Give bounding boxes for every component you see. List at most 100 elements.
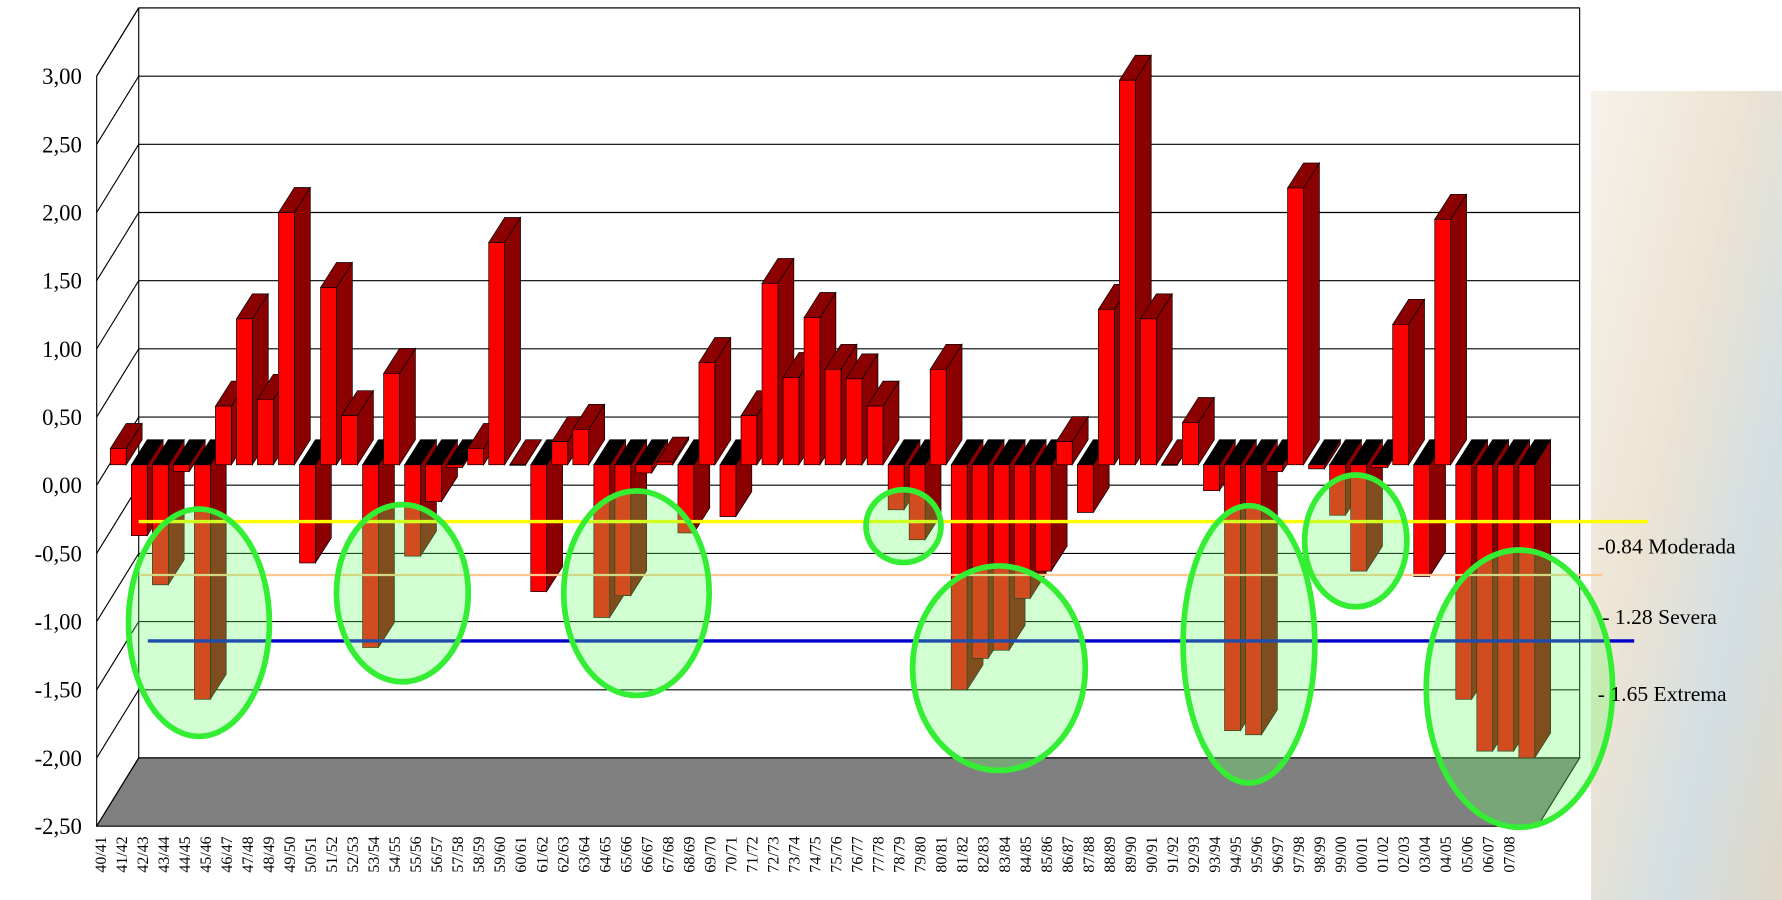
bar-front	[1161, 464, 1178, 466]
bar-side	[504, 216, 521, 466]
annotation: -0.84 Moderada	[1598, 534, 1736, 558]
bar	[1055, 415, 1089, 466]
grid-line-wall	[96, 212, 140, 281]
x-tick-label: 45/46	[198, 836, 215, 872]
bar-front	[320, 287, 337, 466]
bar	[1434, 193, 1468, 466]
x-tick-label: 49/50	[282, 836, 299, 872]
y-tick-label: 1,00	[42, 337, 82, 362]
bar-front	[131, 464, 148, 537]
bar	[1307, 438, 1342, 471]
bar-front	[803, 317, 821, 466]
x-tick-label: 50/51	[303, 836, 320, 872]
bar-front	[1308, 464, 1325, 470]
bar-front	[1182, 422, 1199, 466]
grid-line-wall	[96, 144, 140, 213]
bar-front	[1119, 79, 1136, 466]
x-tick-label: 71/72	[744, 836, 761, 872]
y-tick-label: 0,00	[42, 473, 82, 498]
x-tick-label: 87/88	[1081, 836, 1098, 872]
x-tick-label: 61/62	[534, 836, 551, 872]
bar	[635, 438, 669, 475]
bar-front	[257, 398, 274, 466]
y-tick-label: 0,50	[42, 405, 82, 430]
bar-front	[215, 405, 232, 466]
x-tick-label: 78/79	[892, 836, 909, 872]
x-tick-label: 64/65	[597, 836, 614, 872]
grid-line-wall	[96, 553, 140, 622]
bar	[1244, 438, 1278, 736]
x-tick-label: 57/58	[450, 836, 467, 872]
x-tick-label: 48/49	[261, 836, 278, 872]
y-tick-label: -2,50	[35, 814, 82, 839]
circle	[1423, 547, 1616, 831]
bar-front	[1034, 464, 1052, 572]
bar-front	[446, 464, 463, 468]
bar-side	[1450, 193, 1467, 466]
x-tick-label: 56/57	[429, 836, 446, 872]
bar-front	[1203, 464, 1220, 492]
bar-front	[1518, 464, 1536, 759]
x-tick-label: 89/90	[1123, 836, 1140, 872]
bar	[488, 216, 522, 466]
x-tick-label: 44/45	[177, 836, 194, 872]
x-tick-label: 62/63	[555, 836, 572, 872]
bar-front	[635, 464, 653, 474]
x-tick-label: 69/70	[702, 836, 719, 872]
x-tick-label: 72/73	[766, 836, 783, 872]
bar-front	[173, 464, 190, 472]
y-tick-label: 2,00	[42, 200, 82, 225]
x-tick-label: 59/60	[492, 836, 509, 872]
bar-front	[866, 405, 884, 466]
x-tick-label: 41/42	[114, 836, 131, 872]
bar-front	[1476, 464, 1494, 752]
bar	[866, 379, 900, 466]
x-tick-label: 84/85	[1018, 836, 1035, 872]
x-tick-label: 46/47	[219, 836, 236, 872]
y-tick-label: -1,00	[35, 610, 82, 635]
y-tick-label: 2,50	[42, 132, 82, 157]
bar-front	[740, 415, 758, 466]
bar-side	[1303, 161, 1320, 466]
y-tick-label: 3,00	[42, 64, 82, 89]
x-tick-label: 96/97	[1270, 836, 1287, 872]
bar	[1518, 438, 1552, 760]
threshold-lines	[138, 519, 1648, 643]
circle	[125, 506, 273, 740]
bar	[614, 438, 648, 597]
y-tick-label: 1,50	[42, 269, 82, 294]
x-tick-label: 60/61	[513, 836, 530, 872]
x-tick-label: 52/53	[345, 836, 362, 872]
bar-front	[971, 464, 989, 659]
bar-front	[1266, 464, 1283, 472]
bar-front	[1287, 187, 1304, 466]
bar	[530, 438, 564, 593]
x-tick-label: 51/52	[324, 836, 341, 872]
bar-front	[1497, 464, 1515, 752]
bar-front	[929, 368, 947, 466]
bar-front	[782, 377, 800, 466]
x-tick-label: 75/76	[829, 836, 846, 872]
bar	[1350, 438, 1384, 573]
x-tick-label: 68/69	[681, 836, 698, 872]
bar-front	[425, 464, 442, 502]
bar-front	[1224, 464, 1241, 732]
x-tick-label: 98/99	[1312, 836, 1329, 872]
x-tick-label: 47/48	[240, 836, 257, 872]
x-tick-label: 65/66	[618, 836, 635, 872]
bar-front	[1098, 308, 1115, 466]
x-tick-label: 05/06	[1459, 836, 1476, 872]
bar-front	[845, 378, 863, 466]
bar	[1392, 298, 1426, 466]
x-tick-label: 99/00	[1333, 836, 1350, 872]
annotation: - 1.28 Severa	[1602, 605, 1717, 629]
background-photo	[1591, 90, 1782, 900]
x-tick-label: 58/59	[471, 836, 488, 872]
bar	[1139, 292, 1173, 466]
x-tick-label: 86/87	[1060, 836, 1077, 872]
x-tick-label: 54/55	[387, 836, 404, 872]
bar	[509, 439, 543, 466]
bar-front	[1371, 464, 1388, 468]
grid-line-wall	[96, 75, 140, 145]
bar	[698, 336, 732, 466]
